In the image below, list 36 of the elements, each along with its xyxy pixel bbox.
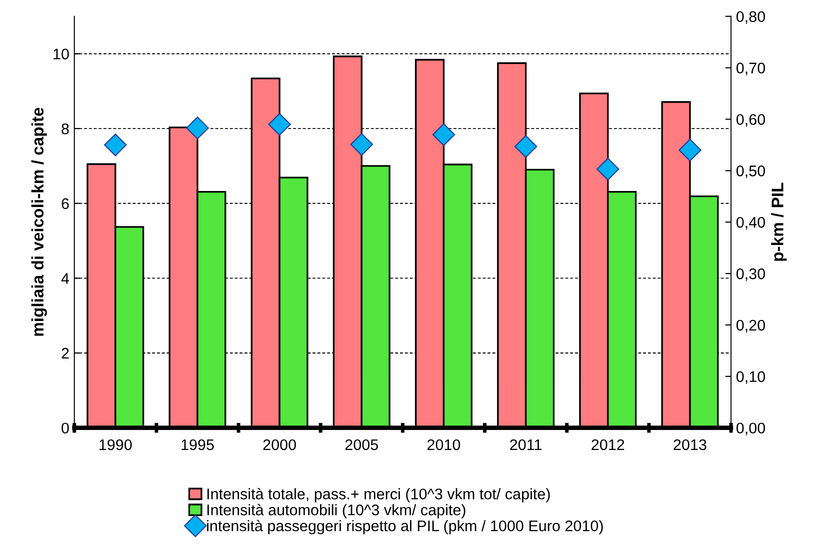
x-tick-label: 1990 — [100, 439, 132, 450]
point — [514, 135, 538, 158]
x-tick-label: 2011 — [510, 439, 542, 450]
y-tick-label: 8 — [62, 123, 69, 134]
y2-tick-label: 0,20 — [736, 320, 766, 332]
y2-axis-title: p-km / PIL — [771, 182, 787, 261]
y2-tick-label: 0,10 — [736, 371, 766, 384]
x-tick-label: 1995 — [182, 439, 214, 450]
x-tick-label: 2012 — [592, 439, 624, 450]
y2-tick-label: 0,50 — [736, 166, 766, 178]
y-axis-title: migliaia di veicoli-km / capite — [31, 108, 47, 336]
legend-label: Intensità automobili (10^3 vkm/ capite) — [207, 504, 466, 518]
y-tick-label: 4 — [61, 273, 70, 284]
y2-tick-label: 0,40 — [736, 216, 766, 230]
point — [104, 134, 127, 156]
x-tick-label: 2000 — [263, 439, 296, 450]
x-tick-label: 2013 — [674, 439, 706, 450]
point — [678, 138, 702, 162]
y-tick-label: 10 — [54, 48, 69, 60]
y2-tick-label: 0,00 — [736, 422, 766, 436]
y-tick-label: 2 — [62, 348, 69, 359]
legend-label: Intensità totale, pass.+ merci (10^3 vkm tot/ capite) — [207, 488, 550, 502]
x-tick-label: 2005 — [345, 439, 378, 450]
y2-tick-label: 0,60 — [736, 114, 766, 127]
y2-tick-label: 0,70 — [736, 62, 766, 76]
legend-label: intensità passeggeri rispetto al PIL (pkm / 1000 Euro 2010) — [207, 520, 603, 534]
point — [596, 158, 620, 180]
point — [268, 113, 291, 136]
y-tick-label: 0 — [62, 422, 69, 434]
point — [186, 116, 209, 140]
point — [350, 133, 373, 156]
x-tick-label: 2010 — [427, 439, 460, 450]
point — [432, 123, 456, 146]
y2-tick-label: 0,30 — [736, 268, 766, 282]
y2-tick-label: 0,80 — [736, 11, 766, 24]
y-tick-label: 6 — [62, 198, 69, 210]
